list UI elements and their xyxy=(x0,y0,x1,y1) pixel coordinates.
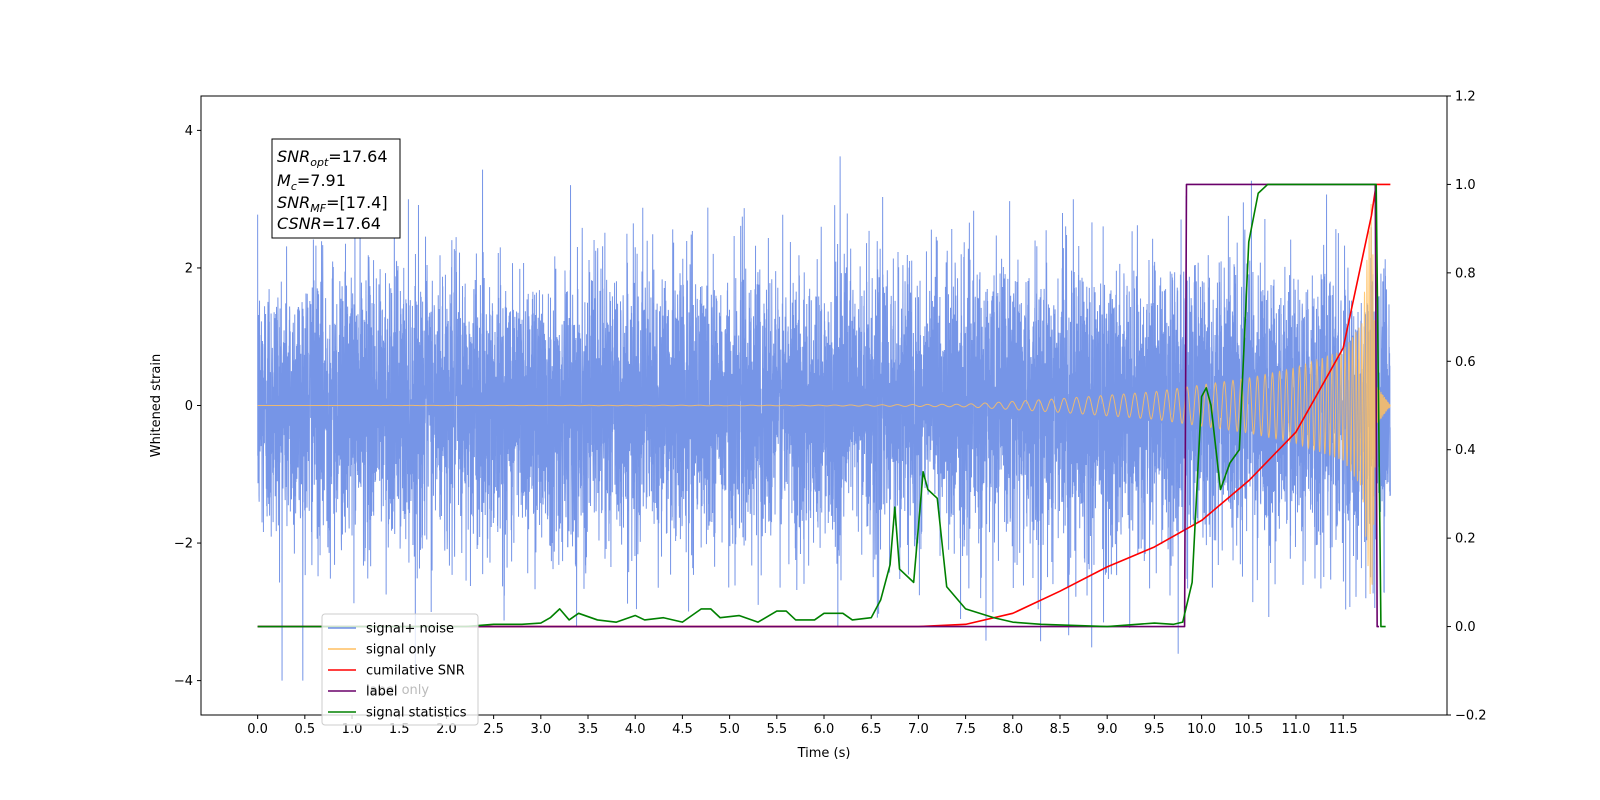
x-tick-label: 1.0 xyxy=(342,722,363,737)
y2-tick-label: 0.4 xyxy=(1455,443,1476,458)
y2-tick-label: 1.0 xyxy=(1455,178,1476,193)
x-tick-label: 9.5 xyxy=(1144,722,1165,737)
info-csnr: CSNR=17.64 xyxy=(277,214,381,233)
x-tick-label: 2.5 xyxy=(483,722,504,737)
x-tick-label: 9.0 xyxy=(1097,722,1118,737)
x-tick-label: 3.0 xyxy=(530,722,551,737)
legend-entry-label: signal statistics xyxy=(366,706,467,721)
plot-area xyxy=(257,156,1391,681)
info-snr-mf: SNRMF=[17.4] xyxy=(277,193,388,215)
series-signal-statistics xyxy=(257,183,1386,628)
y-tick-label: −4 xyxy=(174,674,193,689)
series-cumulative-snr xyxy=(257,183,1391,628)
x-tick-label: 4.5 xyxy=(672,722,693,737)
y-axis-label: Whitened strain xyxy=(149,354,164,457)
x-tick-label: 0.0 xyxy=(247,722,268,737)
legend-entry-label: signal+ noise xyxy=(366,622,454,637)
y-tick-label: −2 xyxy=(174,537,193,552)
y2-tick-label: 0.8 xyxy=(1455,266,1476,281)
x-tick-label: 7.5 xyxy=(955,722,976,737)
x-tick-label: 6.0 xyxy=(814,722,835,737)
y2-tick-label: −0.2 xyxy=(1455,709,1487,724)
y-tick-label: 2 xyxy=(185,261,193,276)
info-box-frame xyxy=(271,138,401,239)
x-tick-label: 6.5 xyxy=(861,722,882,737)
legend: label only signal+ noise signal only cumil… xyxy=(321,613,479,726)
x-tick-label: 2.0 xyxy=(436,722,457,737)
axes: 0.0 0.5 1.0 1.5 2.0 2.5 3.0 3.5 4.0 4.5 5.0 5.5 6.0 6… xyxy=(149,90,1487,762)
y2-tick-label: 0.0 xyxy=(1455,620,1476,635)
info-box: SNRopt=17.64 Mc=7.91 SNRMF=[17.4] CSNR=1… xyxy=(271,138,401,239)
x-tick-label: 3.5 xyxy=(578,722,599,737)
series-signal-only xyxy=(257,204,1391,595)
x-tick-label: 5.5 xyxy=(766,722,787,737)
y-tick-label: 0 xyxy=(185,399,193,414)
x-axis-label: Time (s) xyxy=(797,746,851,761)
series-signal-noise xyxy=(257,156,1391,681)
y-tick-label: 4 xyxy=(185,124,193,139)
info-mc: Mc=7.91 xyxy=(277,171,346,193)
x-tick-label: 1.5 xyxy=(389,722,410,737)
x-tick-label: 5.0 xyxy=(719,722,740,737)
x-tick-label: 7.0 xyxy=(908,722,929,737)
y2-tick-label: 1.2 xyxy=(1455,90,1476,105)
legend-entry-label: label xyxy=(366,685,397,700)
info-snr-opt: SNRopt=17.64 xyxy=(277,147,388,169)
x-tick-label: 4.0 xyxy=(625,722,646,737)
legend-items: signal+ noise signal only cumilative SNR la… xyxy=(328,622,467,721)
legend-entry-label: signal only xyxy=(366,643,436,658)
x-tick-label: 8.0 xyxy=(1002,722,1023,737)
x-tick-label: 0.5 xyxy=(294,722,315,737)
x-tick-label: 10.5 xyxy=(1234,722,1263,737)
x-tick-label: 11.0 xyxy=(1281,722,1310,737)
y2-tick-label: 0.2 xyxy=(1455,532,1476,547)
y2-tick-label: 0.6 xyxy=(1455,355,1476,370)
x-tick-label: 8.5 xyxy=(1050,722,1071,737)
legend-frame xyxy=(321,613,479,726)
x-tick-label: 10.0 xyxy=(1187,722,1216,737)
x-tick-label: 11.5 xyxy=(1329,722,1358,737)
legend-overlap-text: label only xyxy=(366,683,429,698)
legend-entry-label: cumilative SNR xyxy=(366,664,465,679)
